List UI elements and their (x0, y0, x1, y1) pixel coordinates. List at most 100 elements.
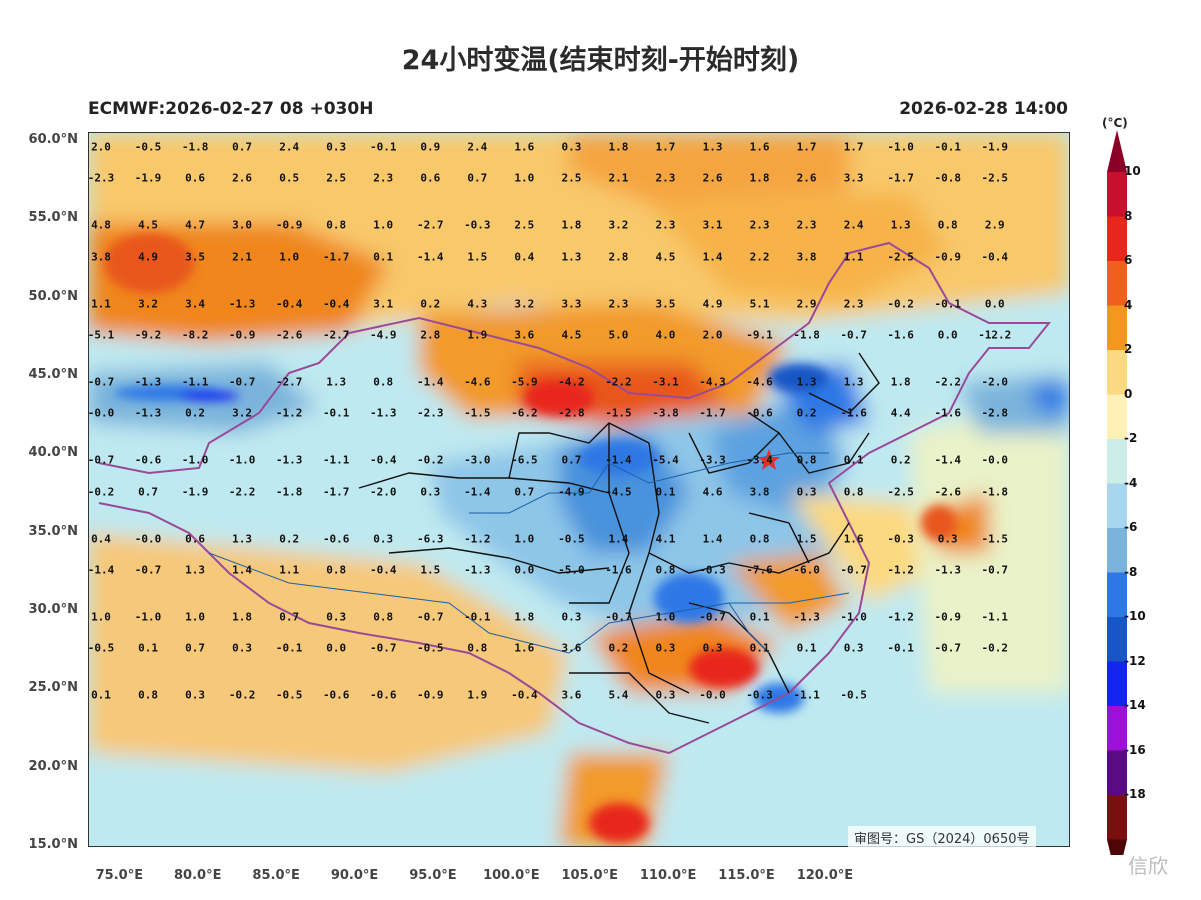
grid-value: 0.8 (655, 563, 676, 577)
grid-value: 0.8 (373, 375, 394, 389)
model-run-label: ECMWF:2026-02-27 08 +030H (88, 99, 374, 119)
grid-value: 0.1 (655, 485, 676, 499)
grid-value: -1.7 (887, 171, 914, 185)
grid-value: -9.2 (134, 328, 162, 342)
colorbar-segment (1107, 216, 1127, 262)
grid-value: 1.1 (843, 250, 864, 264)
grid-value: 0.3 (796, 485, 817, 499)
grid-value: -3.0 (464, 453, 491, 467)
grid-value: -6.3 (417, 532, 444, 546)
grid-value: -0.5 (558, 532, 585, 546)
grid-value: -1.3 (464, 563, 491, 577)
grid-value: 0.3 (561, 140, 582, 154)
grid-value: 1.3 (796, 375, 817, 389)
map-canvas (89, 133, 1069, 846)
grid-value: 0.3 (420, 485, 441, 499)
grid-value: -4.6 (746, 375, 773, 389)
grid-value: -1.1 (981, 610, 1009, 624)
grid-value: -1.1 (322, 453, 350, 467)
grid-value: -1.0 (840, 610, 867, 624)
grid-value: 4.0 (655, 328, 676, 342)
grid-value: -0.5 (417, 641, 444, 655)
grid-value: 1.9 (467, 688, 488, 702)
grid-value: -12.2 (978, 328, 1012, 342)
grid-value: 1.6 (514, 140, 535, 154)
latitude-label: 30.0°N (28, 601, 78, 617)
colorbar-segment (1107, 350, 1127, 395)
grid-value: 1.0 (91, 610, 111, 624)
grid-value: -1.4 (464, 485, 491, 499)
grid-value: 0.8 (373, 610, 394, 624)
valid-time-label: 2026-02-28 14:00 (899, 99, 1068, 119)
colorbar-segment (1107, 305, 1127, 351)
grid-value: -5.9 (511, 375, 538, 389)
grid-value: -0.1 (934, 140, 961, 154)
grid-value: -6.2 (511, 406, 538, 420)
colorbar-label: 8 (1124, 208, 1133, 223)
colorbar-label: -10 (1124, 609, 1146, 623)
grid-value: 0.8 (843, 485, 864, 499)
grid-value: 0.3 (185, 688, 206, 702)
grid-value: -4.5 (605, 485, 632, 499)
colorbar-segment (1107, 172, 1127, 217)
colorbar-label: 0 (1124, 386, 1133, 401)
grid-value: -1.3 (793, 610, 820, 624)
grid-value: 0.4 (514, 250, 535, 264)
grid-value: 2.3 (843, 297, 864, 311)
grid-value: 1.3 (702, 140, 723, 154)
grid-value: 1.8 (749, 171, 770, 185)
grid-value: -1.2 (464, 532, 491, 546)
grid-value: -1.6 (605, 563, 632, 577)
grid-value: 0.1 (138, 641, 158, 655)
grid-value: 2.3 (655, 218, 676, 232)
grid-value: -0.7 (88, 375, 115, 389)
grid-value: -0.7 (228, 375, 256, 389)
grid-value: 0.7 (138, 485, 158, 499)
grid-value: 3.2 (608, 218, 629, 232)
grid-value: 1.6 (514, 641, 535, 655)
grid-value: 0.3 (326, 610, 347, 624)
grid-value: 0.6 (420, 171, 441, 185)
grid-value: -0.4 (322, 297, 350, 311)
grid-value: -1.1 (793, 688, 820, 702)
grid-value: -1.5 (605, 406, 632, 420)
grid-value: 1.7 (843, 140, 864, 154)
grid-value: -1.4 (417, 250, 444, 264)
colorbar-segment (1107, 261, 1127, 306)
colorbar-segment (1107, 528, 1127, 573)
colorbar-label: -2 (1124, 431, 1138, 445)
grid-value: -0.6 (746, 406, 773, 420)
grid-value: 0.7 (514, 485, 535, 499)
grid-value: 3.2 (514, 297, 535, 311)
capital-star-icon (758, 449, 780, 470)
grid-value: 3.5 (655, 297, 676, 311)
grid-value: -2.6 (934, 485, 961, 499)
grid-value: 4.3 (467, 297, 488, 311)
grid-value: 5.0 (608, 328, 629, 342)
grid-value: -0.6 (134, 453, 162, 467)
watermark-text: 信欣 (1128, 854, 1168, 878)
grid-value: 2.5 (326, 171, 347, 185)
grid-value: 0.3 (326, 140, 347, 154)
grid-value: -0.0 (981, 453, 1009, 467)
grid-value: -0.9 (934, 610, 961, 624)
grid-value: -1.4 (934, 453, 961, 467)
grid-value: 0.8 (326, 218, 347, 232)
grid-value: 3.8 (749, 485, 770, 499)
grid-value: 2.8 (608, 250, 629, 264)
grid-value: 1.3 (890, 218, 911, 232)
grid-value: -4.3 (699, 375, 726, 389)
grid-value: -1.4 (417, 375, 444, 389)
grid-value: -1.4 (605, 453, 632, 467)
grid-value: 0.2 (185, 406, 206, 420)
grid-value: -0.7 (605, 610, 632, 624)
grid-value: 2.4 (279, 140, 300, 154)
grid-value: -1.3 (228, 297, 256, 311)
grid-value: 4.8 (91, 218, 111, 232)
grid-value: 1.6 (749, 140, 770, 154)
grid-value: 2.5 (514, 218, 535, 232)
grid-value: -4.2 (558, 375, 585, 389)
grid-value: -0.4 (275, 297, 303, 311)
grid-value: 4.5 (655, 250, 676, 264)
grid-value: 1.3 (185, 563, 206, 577)
